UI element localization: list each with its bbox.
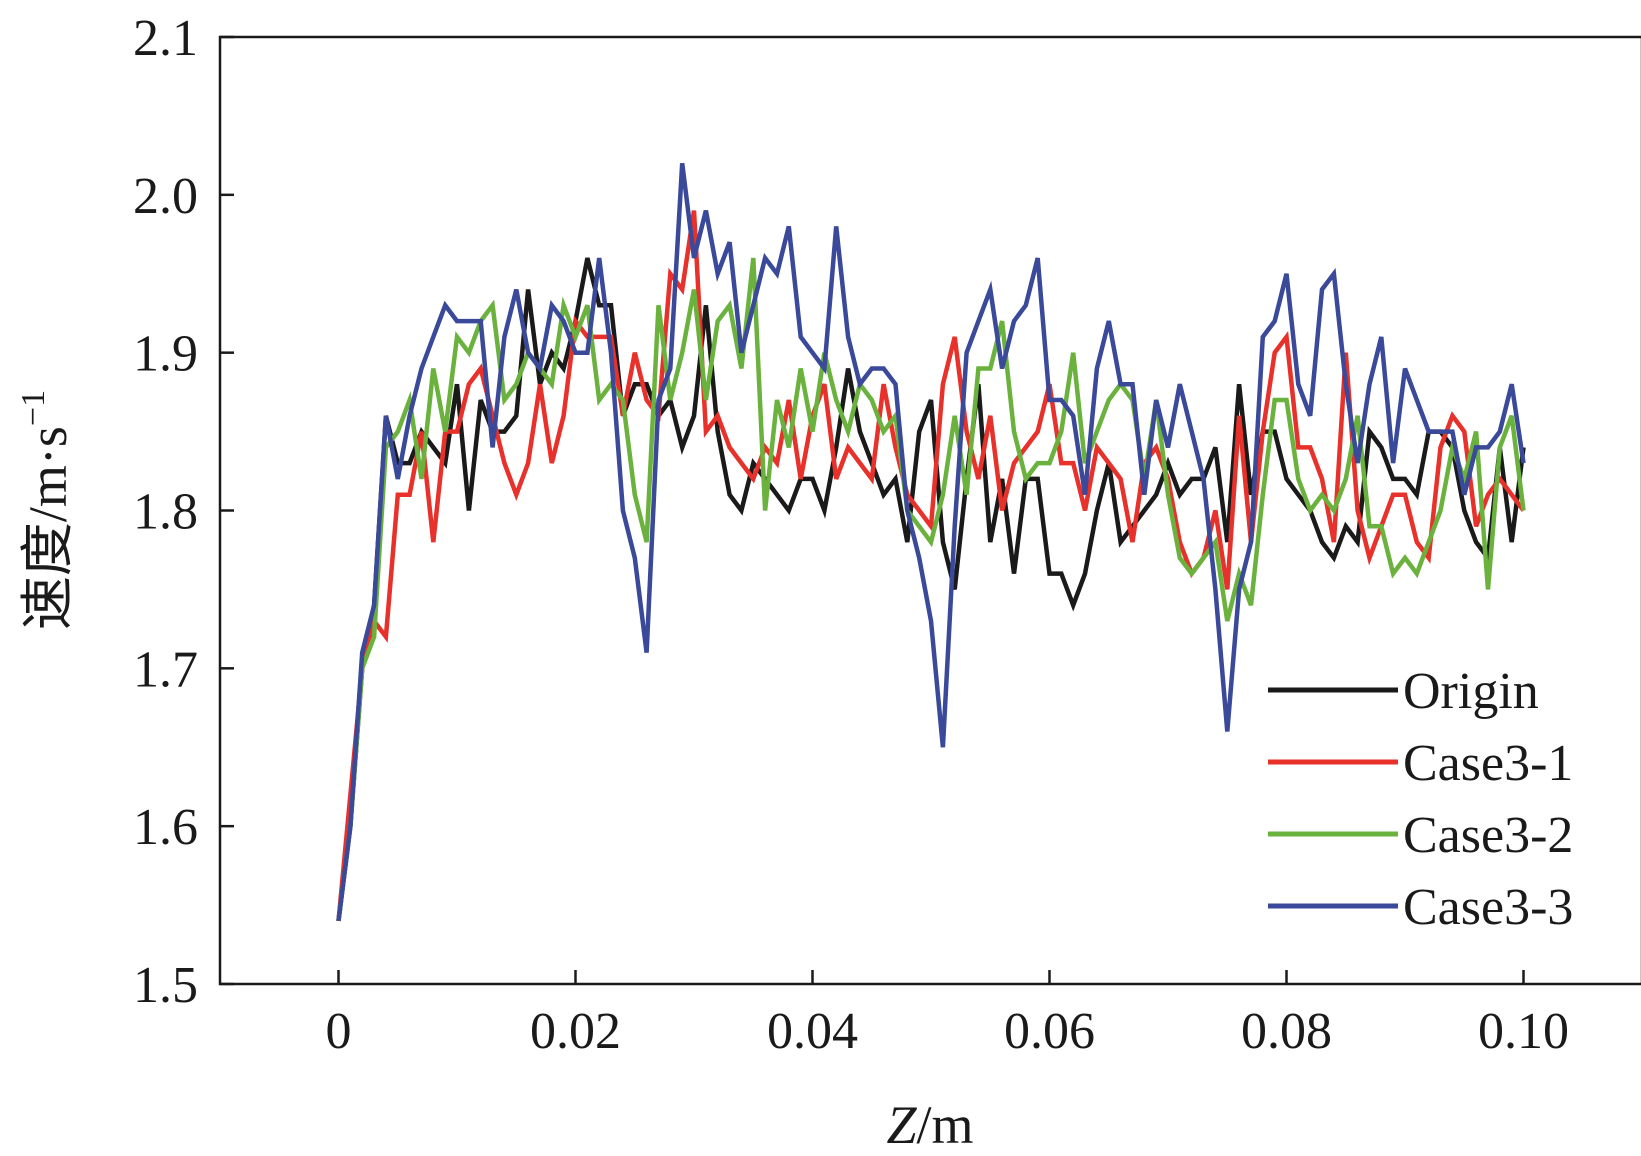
y-axis-title-superscript: −1 (15, 390, 52, 426)
x-tick-label: 0.04 (767, 1003, 858, 1060)
legend-label-origin: Origin (1403, 663, 1539, 720)
y-tick-label: 1.6 (133, 799, 198, 856)
x-tick-label: 0.02 (530, 1003, 621, 1060)
x-tick-label: 0.06 (1004, 1003, 1095, 1060)
y-axis-title-main: 速度/m·s (18, 426, 78, 630)
series-line-origin (336, 257, 1526, 922)
series-layer (336, 163, 1526, 922)
x-axis-title: Z/m (886, 1095, 973, 1155)
x-tick-label: 0.08 (1241, 1003, 1332, 1060)
y-tick-label: 2.1 (133, 10, 198, 67)
y-tick-label: 1.5 (133, 957, 198, 1014)
series-line-case3-3 (336, 163, 1526, 922)
y-axis-title: 速度/m·s−1 (15, 390, 78, 630)
y-tick-label: 2.0 (133, 168, 198, 225)
legend-label-case3-3: Case3-3 (1403, 879, 1573, 936)
x-axis-ticks: 0 0.02 0.04 0.06 0.08 0.10 (326, 970, 1569, 1060)
x-tick-label: 0 (326, 1003, 352, 1060)
x-axis-title-unit: /m (917, 1095, 974, 1155)
legend-label-case3-2: Case3-2 (1403, 807, 1573, 864)
y-tick-label: 1.8 (133, 484, 198, 541)
legend: Origin Case3-1 Case3-2 Case3-3 (1268, 663, 1573, 936)
y-axis-ticks: 1.5 1.6 1.7 1.8 1.9 2.0 2.1 (133, 10, 234, 1014)
y-tick-label: 1.9 (133, 326, 198, 383)
x-tick-label: 0.10 (1478, 1003, 1569, 1060)
series-line-case3-1 (336, 210, 1526, 922)
legend-label-case3-1: Case3-1 (1403, 735, 1573, 792)
y-tick-label: 1.7 (133, 641, 198, 698)
x-axis-title-variable: Z (886, 1095, 917, 1155)
